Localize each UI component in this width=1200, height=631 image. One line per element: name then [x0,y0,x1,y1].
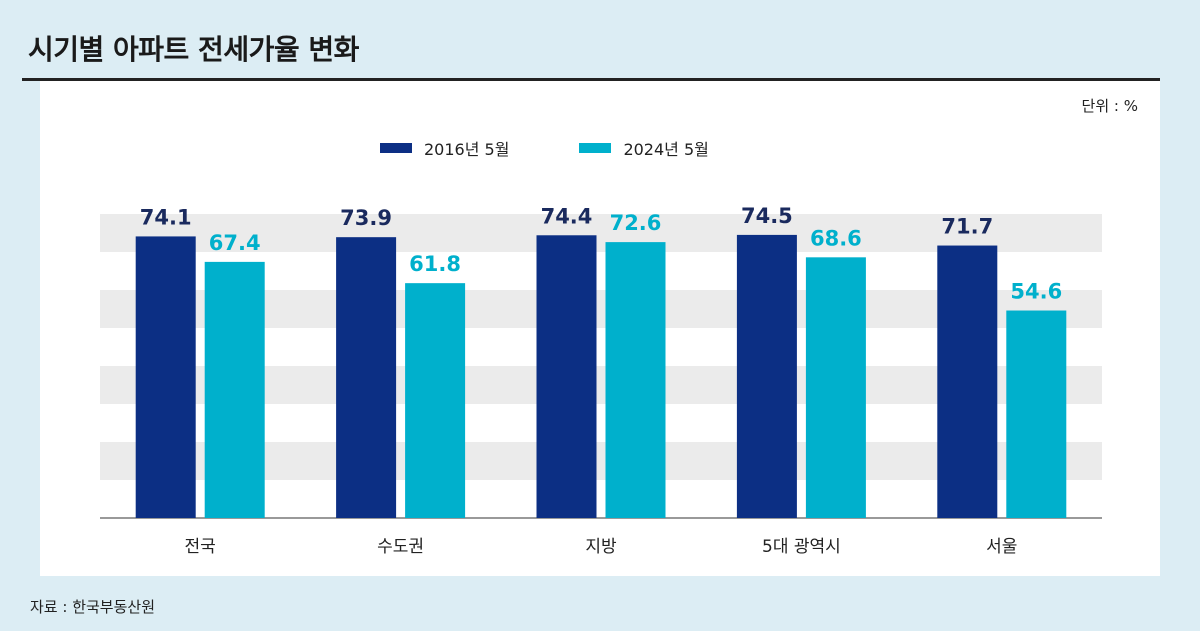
bar-series1 [536,235,597,518]
x-tick-label: 5대 광역시 [762,537,841,557]
grid-band [100,290,1102,328]
bar-series2 [605,242,666,518]
bar-series1 [736,234,797,518]
data-label-series2: 54.6 [1010,280,1062,304]
x-tick-label: 수도권 [377,537,424,557]
chart-title: 시기별 아파트 전세가율 변화 [28,33,359,66]
legend-item-series2: 2024년 5월 [579,136,709,160]
data-label-series2: 68.6 [810,226,862,250]
unit-label: 단위 : % [1081,97,1138,115]
bar-series2 [405,283,466,518]
legend-swatch-series1 [380,143,412,153]
bar-chart: 74.1 67.4 전국 73.9 61.8 수도권 74.4 72.6 지방 74.5 68.6 5… [100,204,1102,557]
grid-band [100,366,1102,404]
legend-item-series1: 2016년 5월 [380,136,509,160]
chart-panel: 단위 : % 2016년 5월 2024년 5월 74.1 67.4 전국 73.9 6… [40,81,1160,576]
title-divider [22,78,1160,81]
data-label-series2: 72.6 [610,211,662,235]
bar-series1 [135,236,196,519]
bar-series2 [805,257,866,518]
data-label-series1: 74.4 [541,204,593,228]
data-label-series1: 73.9 [340,206,392,230]
data-label-series2: 67.4 [209,231,261,255]
x-tick-label: 전국 [185,537,216,557]
x-tick-label: 지방 [585,537,617,557]
legend: 2016년 5월 2024년 5월 [380,136,709,160]
grid-band [100,442,1102,480]
legend-swatch-series2 [579,143,612,153]
data-label-series1: 71.7 [941,215,993,239]
data-label-series1: 74.5 [741,204,793,228]
legend-label-series1: 2016년 5월 [424,140,510,159]
bar-series1 [937,245,998,519]
bar-series1 [336,237,397,518]
data-label-series2: 61.8 [409,252,461,276]
bar-series2 [204,261,265,518]
bar-series2 [1006,310,1067,518]
source-note: 자료 : 한국부동산원 [30,598,155,616]
legend-label-series2: 2024년 5월 [623,140,709,159]
data-label-series1: 74.1 [140,205,192,229]
x-tick-label: 서울 [986,537,1017,557]
grid-band [100,214,1102,252]
